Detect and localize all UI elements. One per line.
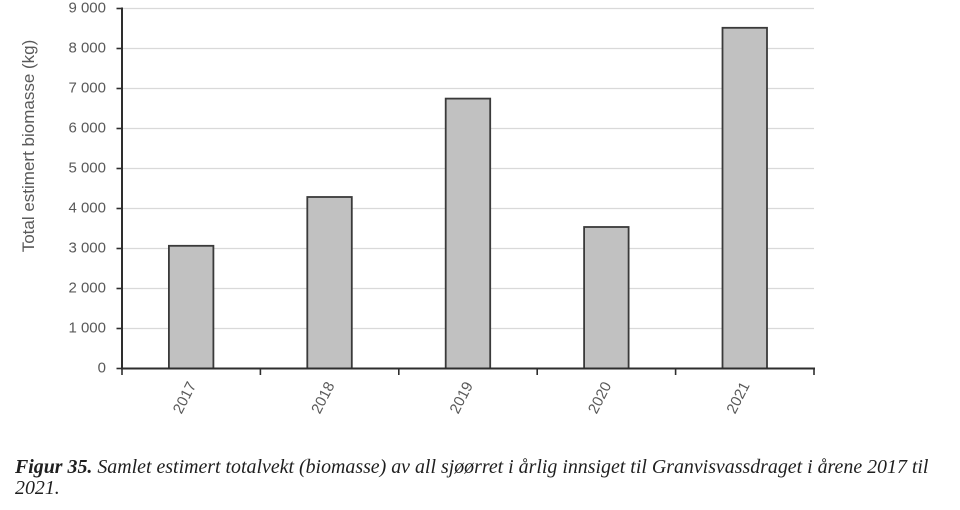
svg-text:2021: 2021 [723, 379, 753, 416]
svg-text:0: 0 [98, 360, 106, 377]
svg-text:9 000: 9 000 [68, 0, 106, 17]
svg-text:4 000: 4 000 [68, 200, 106, 217]
svg-text:2020: 2020 [585, 379, 615, 416]
svg-text:6 000: 6 000 [68, 120, 106, 137]
svg-text:3 000: 3 000 [68, 240, 106, 257]
svg-text:2018: 2018 [308, 379, 338, 416]
svg-text:1 000: 1 000 [68, 320, 106, 337]
svg-text:8 000: 8 000 [68, 40, 106, 57]
svg-text:2017: 2017 [170, 379, 200, 416]
svg-text:2 000: 2 000 [68, 280, 106, 297]
svg-text:5 000: 5 000 [68, 160, 106, 177]
svg-text:7 000: 7 000 [68, 80, 106, 97]
svg-text:Total estimert biomasse (kg): Total estimert biomasse (kg) [19, 40, 38, 253]
svg-text:2019: 2019 [447, 379, 477, 416]
